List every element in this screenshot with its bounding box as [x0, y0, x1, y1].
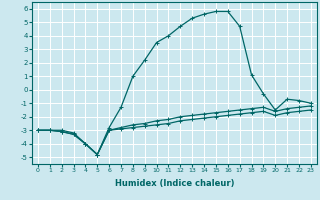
X-axis label: Humidex (Indice chaleur): Humidex (Indice chaleur): [115, 179, 234, 188]
